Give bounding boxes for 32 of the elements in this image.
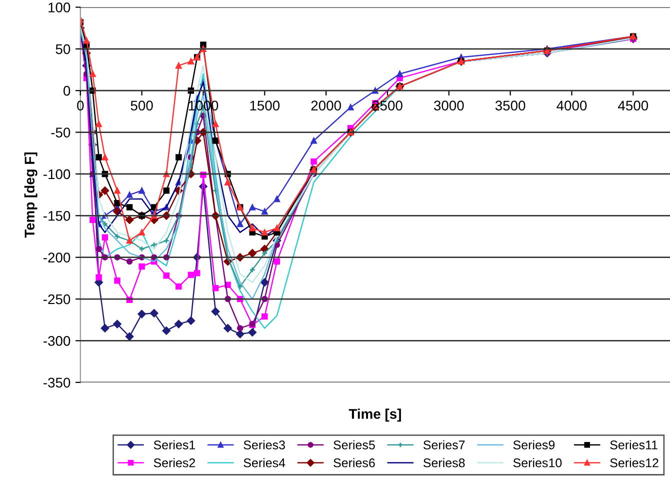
y-tick-label: -250 — [44, 294, 70, 304]
legend-label: Series9 — [513, 440, 555, 450]
x-tick-label: 4500 — [618, 100, 648, 111]
legend-label: Series10 — [513, 458, 562, 468]
y-tick-label: -300 — [44, 336, 70, 346]
legend-label: Series7 — [423, 440, 465, 450]
y-tick-label: -350 — [44, 378, 70, 388]
y-tick-label: 100 — [48, 2, 70, 12]
y-axis-title: Temp [deg F] — [24, 152, 38, 238]
x-axis-title: Time [s] — [348, 408, 401, 422]
y-tick-label: 0 — [63, 86, 70, 96]
legend-label: Series2 — [154, 458, 196, 468]
x-tick-label: 3000 — [434, 100, 464, 111]
y-tick-label: -200 — [44, 252, 70, 263]
x-tick-label: 1500 — [250, 100, 280, 111]
legend-label: Series4 — [244, 458, 286, 468]
y-tick-label: -150 — [44, 210, 70, 221]
legend-label: Series11 — [610, 440, 658, 450]
legend-label: Series5 — [334, 440, 375, 450]
y-tick-label: -100 — [44, 169, 70, 180]
legend-label: Series6 — [334, 458, 375, 468]
y-tick-label: 50 — [56, 44, 70, 54]
legend-label: Series1 — [154, 440, 196, 450]
legend-label: Series3 — [244, 440, 285, 450]
x-tick-label: 4000 — [556, 100, 587, 111]
x-tick-label: 3500 — [495, 100, 526, 111]
legend-label: Series8 — [423, 458, 465, 468]
legend-label: Series12 — [610, 458, 658, 468]
x-tick-label: 2000 — [311, 100, 341, 111]
y-tick-label: -50 — [51, 128, 70, 138]
x-tick-label: 500 — [130, 100, 153, 111]
x-tick-label: 0 — [77, 100, 84, 111]
